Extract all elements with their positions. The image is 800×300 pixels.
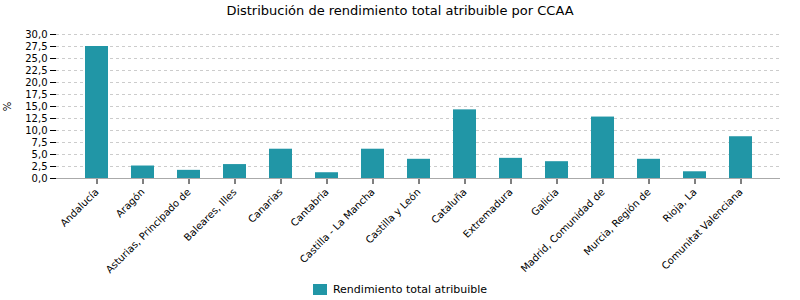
svg-text:Murcia, Región de: Murcia, Región de (582, 186, 653, 257)
svg-text:Comunitat Valenciana: Comunitat Valenciana (659, 186, 744, 271)
svg-text:22,5: 22,5 (25, 65, 47, 76)
svg-text:Madrid, Comunidad de: Madrid, Comunidad de (519, 186, 607, 274)
svg-text:Asturias, Principado de: Asturias, Principado de (104, 186, 193, 275)
svg-text:27,5: 27,5 (25, 41, 47, 52)
html-text:Distribución de rendimiento to: Distribución de rendimiento total atribu… (226, 3, 574, 18)
svg-text:15,0: 15,0 (25, 101, 47, 112)
html-text:Rendimiento total atribuible: Rendimiento total atribuible (333, 282, 487, 296)
svg-text:Rioja, La: Rioja, La (661, 186, 699, 224)
svg-text:25,0: 25,0 (25, 53, 47, 64)
svg-text:2,5: 2,5 (32, 161, 48, 172)
svg-text:10,0: 10,0 (25, 125, 47, 136)
svg-text:12,5: 12,5 (25, 113, 47, 124)
svg-text:20,0: 20,0 (25, 77, 47, 88)
svg-text:7,5: 7,5 (32, 137, 48, 148)
svg-text:Extremadura: Extremadura (461, 186, 515, 240)
svg-text:Andalucía: Andalucía (58, 186, 101, 229)
svg-text:Castilla y León: Castilla y León (363, 186, 422, 245)
svg-text:Galicia: Galicia (529, 186, 561, 218)
svg-text:Castilla - La Mancha: Castilla - La Mancha (298, 186, 377, 265)
svg-text:17,5: 17,5 (25, 89, 47, 100)
svg-text:5,0: 5,0 (32, 149, 48, 160)
svg-text:Aragón: Aragón (114, 186, 147, 219)
svg-text:30,0: 30,0 (25, 29, 47, 40)
svg-text:%: % (2, 102, 13, 112)
svg-text:Canarias: Canarias (246, 186, 285, 225)
svg-text:Cantabria: Cantabria (288, 186, 330, 228)
svg-text:Baleares, Illes: Baleares, Illes (182, 186, 239, 243)
svg-text:Cataluña: Cataluña (429, 186, 468, 225)
svg-text:0,0: 0,0 (32, 173, 48, 184)
